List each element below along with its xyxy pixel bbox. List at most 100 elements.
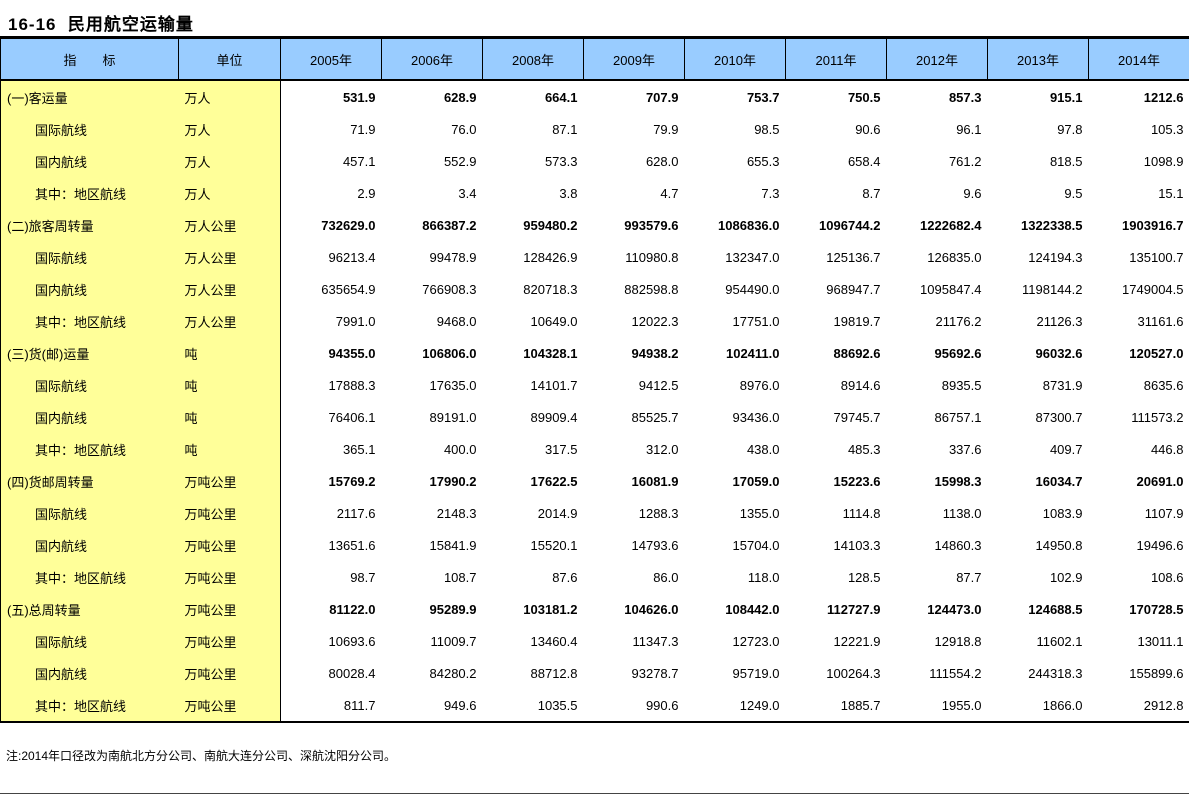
value-cell: 111554.2 — [929, 665, 982, 681]
value-cell: 707.9 — [645, 89, 679, 105]
value-cell: 8635.6 — [1143, 377, 1184, 393]
value-cell: 111573.2 — [1131, 409, 1184, 425]
value-cell: 1749004.5 — [1122, 281, 1184, 297]
value-cell: 820718.3 — [523, 281, 578, 297]
value-cell: 949.6 — [443, 697, 477, 713]
value-cell: 124473.0 — [927, 601, 982, 617]
value-cell: 86.0 — [653, 569, 679, 585]
value-cell: 108442.0 — [725, 601, 780, 617]
value-cell: 124194.3 — [1028, 249, 1083, 265]
value-cell: 438.0 — [746, 441, 780, 457]
value-cell: 1114.8 — [842, 505, 881, 521]
indicator-cell: 国际航线 — [0, 369, 179, 401]
year-header: 2011年 — [785, 37, 887, 81]
value-cell: 1138.0 — [942, 505, 982, 521]
value-cell: 76406.1 — [328, 409, 376, 425]
indicator-cell: (三)货(邮)运量 — [0, 337, 179, 369]
value-cell: 312.0 — [645, 441, 679, 457]
indicator-cell: 国内航线 — [0, 273, 179, 305]
value-cell: 89191.0 — [429, 409, 477, 425]
value-cell: 94938.2 — [631, 345, 679, 361]
value-cell: 1288.3 — [638, 505, 679, 521]
indicator-cell: 国际航线 — [0, 241, 179, 273]
value-cell: 81122.0 — [329, 601, 376, 617]
value-cell: 96.1 — [956, 121, 982, 137]
value-cell: 17635.0 — [429, 377, 477, 393]
indicator-cell: (一)客运量 — [0, 80, 179, 113]
table-row: 国际航线 万人公里 96213.4 99478.9 128426.9 110980.8 13… — [0, 241, 1189, 273]
unit-cell: 万人 — [178, 177, 281, 209]
value-cell: 21126.3 — [1036, 313, 1083, 329]
value-cell: 959480.2 — [523, 217, 578, 233]
unit-cell: 万人 — [178, 80, 281, 113]
indicator-header-cell: 指 标 — [0, 37, 179, 81]
table-row: (三)货(邮)运量吨 94355.0 106806.0 104328.1 94938.2… — [0, 337, 1189, 369]
value-cell: 13460.4 — [530, 633, 578, 649]
value-cell: 86757.1 — [934, 409, 982, 425]
value-cell: 15.1 — [1158, 185, 1184, 201]
indicator-cell: 国内航线 — [0, 657, 179, 689]
value-cell: 8935.5 — [941, 377, 982, 393]
value-cell: 95692.6 — [934, 345, 982, 361]
value-cell: 105.3 — [1150, 121, 1184, 137]
value-cell: 857.3 — [948, 89, 982, 105]
footnote: 注:2014年口径改为南航北方分公司、南航大连分公司、深航沈阳分公司。 — [6, 749, 397, 763]
value-cell: 108.6 — [1150, 569, 1184, 585]
year-header: 2008年 — [482, 37, 584, 81]
value-cell: 12918.8 — [934, 633, 982, 649]
value-cell: 8976.0 — [739, 377, 780, 393]
value-cell: 21176.2 — [935, 313, 982, 329]
value-cell: 658.4 — [847, 153, 881, 169]
value-cell: 761.2 — [948, 153, 982, 169]
value-cell: 15520.1 — [530, 537, 578, 553]
value-cell: 753.7 — [746, 89, 780, 105]
table-row: 国内航线 万吨公里 80028.4 84280.2 88712.8 93278.7 9571… — [0, 657, 1189, 689]
value-cell: 97.8 — [1057, 121, 1083, 137]
value-cell: 3.8 — [559, 185, 578, 201]
value-cell: 87.6 — [552, 569, 578, 585]
indicator-cell: 其中：地区航线 — [0, 305, 179, 337]
value-cell: 635654.9 — [321, 281, 376, 297]
value-cell: 2014.9 — [537, 505, 578, 521]
table-row: 其中：地区航线 万吨公里 811.7 949.6 1035.5 990.6 1249.0 18… — [0, 689, 1189, 722]
indicator-cell: 国际航线 — [0, 497, 179, 529]
value-cell: 155899.6 — [1129, 665, 1184, 681]
value-cell: 99478.9 — [429, 249, 477, 265]
value-cell: 1107.9 — [1144, 505, 1184, 521]
value-cell: 11347.3 — [632, 633, 679, 649]
unit-cell: 万人公里 — [178, 241, 281, 273]
indicator-cell: 国内航线 — [0, 401, 179, 433]
value-cell: 17059.0 — [732, 473, 780, 489]
value-cell: 170728.5 — [1129, 601, 1184, 617]
value-cell: 655.3 — [746, 153, 780, 169]
value-cell: 628.9 — [443, 89, 477, 105]
value-cell: 100264.3 — [826, 665, 881, 681]
value-cell: 104626.0 — [624, 601, 679, 617]
value-cell: 1866.0 — [1042, 697, 1083, 713]
value-cell: 400.0 — [443, 441, 477, 457]
value-cell: 1222682.4 — [920, 217, 982, 233]
value-cell: 125136.7 — [826, 249, 881, 265]
header-row: 指 标 单位 2005年 2006年 2008年 2009年 2010年 2011年 201… — [0, 37, 1189, 81]
value-cell: 128.5 — [847, 569, 881, 585]
indicator-cell: (四)货邮周转量 — [0, 465, 179, 497]
value-cell: 9468.0 — [436, 313, 477, 329]
value-cell: 8914.6 — [840, 377, 881, 393]
unit-cell: 吨 — [178, 433, 281, 465]
value-cell: 531.9 — [342, 89, 376, 105]
value-cell: 13651.6 — [328, 537, 376, 553]
value-cell: 94355.0 — [328, 345, 376, 361]
page-bottom-rule — [0, 793, 1189, 794]
year-header: 2009年 — [583, 37, 685, 81]
value-cell: 112727.9 — [826, 601, 881, 617]
table-row: 国际航线吨 17888.3 17635.0 14101.7 9412.5 8976.0 89… — [0, 369, 1189, 401]
value-cell: 14950.8 — [1035, 537, 1083, 553]
value-cell: 9.5 — [1064, 185, 1083, 201]
unit-cell: 万人公里 — [178, 209, 281, 241]
value-cell: 135100.7 — [1129, 249, 1184, 265]
value-cell: 96032.6 — [1035, 345, 1083, 361]
value-cell: 12022.3 — [631, 313, 679, 329]
value-cell: 818.5 — [1049, 153, 1083, 169]
value-cell: 103181.2 — [523, 601, 578, 617]
value-cell: 87300.7 — [1035, 409, 1083, 425]
